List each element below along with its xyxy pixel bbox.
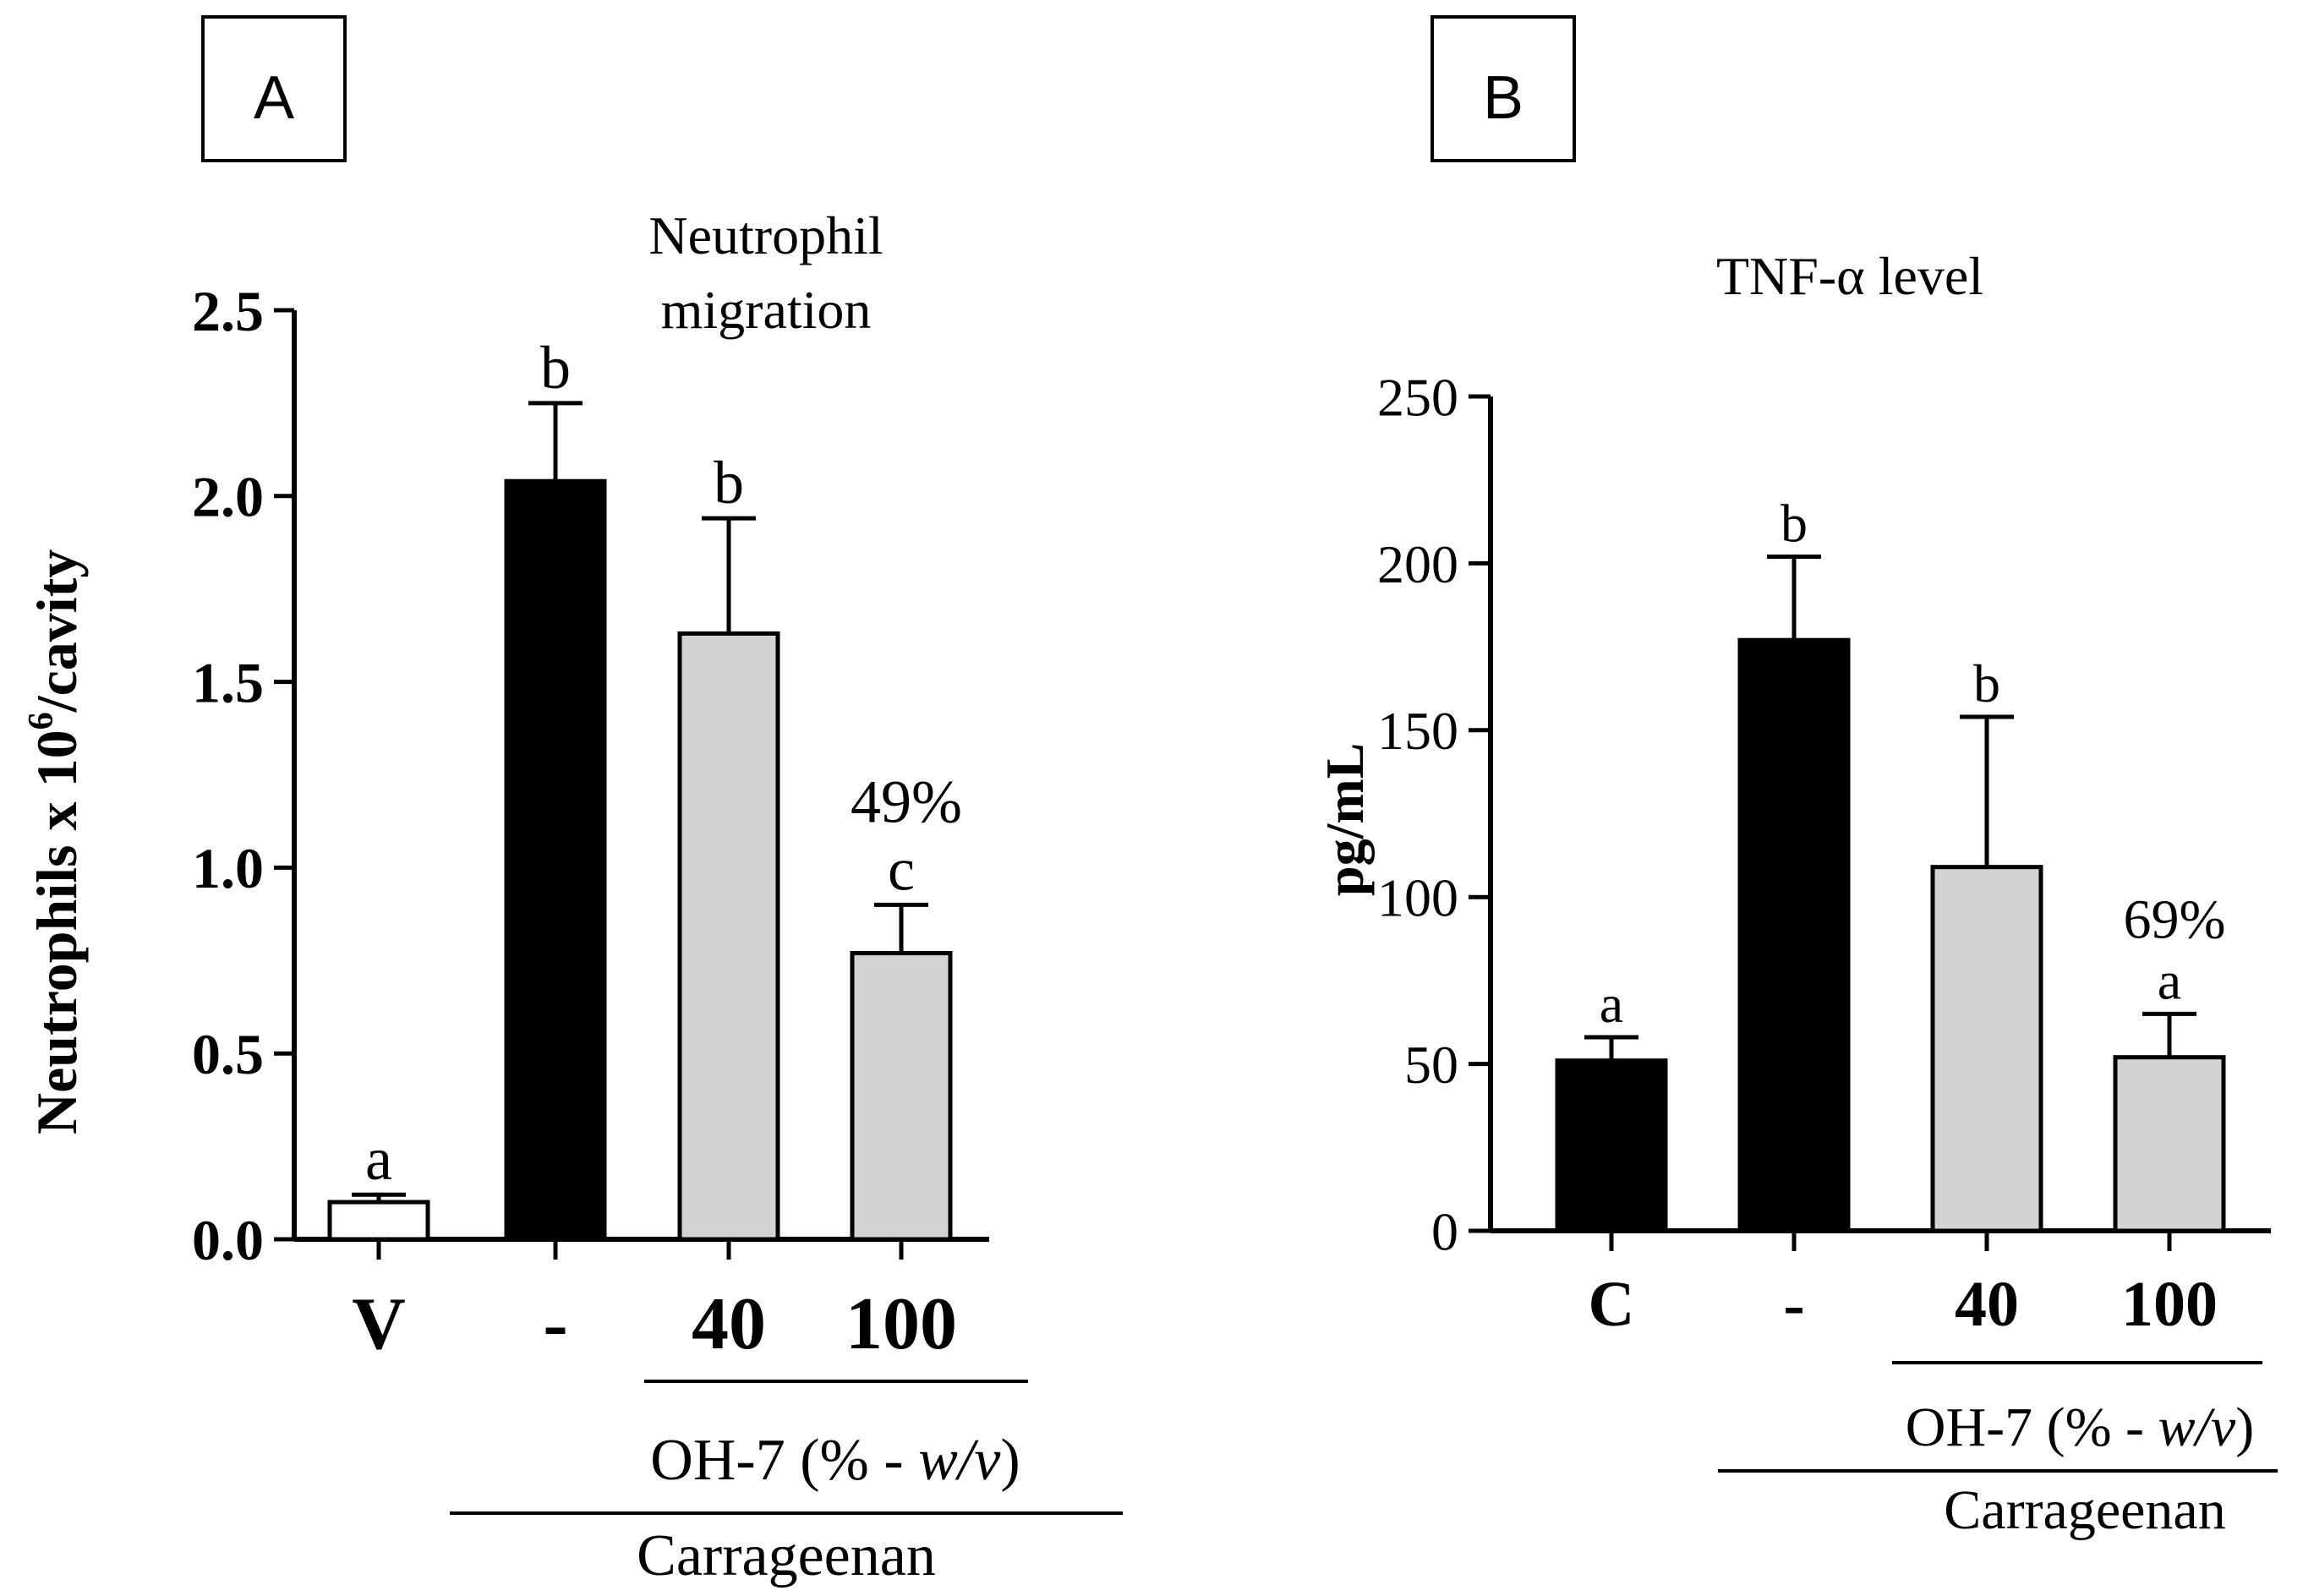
group-label-treatment: OH-7 (% - w/v) [1906,1396,2254,1458]
bar [850,951,953,1242]
significance-letter: a [1600,974,1623,1034]
y-tick-label: 250 [1377,367,1458,427]
y-tick-label: 0.5 [192,1022,264,1086]
y-tick-label: 100 [1377,868,1458,928]
y-tick-label: 2.0 [192,465,264,529]
significance-letter: a [2158,950,2181,1010]
x-tick-label: 40 [1955,1269,2019,1340]
group-label-treatment-text: OH-7 (% - [650,1428,918,1493]
y-tick-label: 50 [1404,1035,1458,1095]
chart-title-line: TNF-α level [1716,246,1983,306]
x-tick-label: C [1589,1269,1635,1340]
chart-title-line: Neutrophil [648,205,883,265]
panel-b: B TNF-α level 0 50 100 150 200 250 pg/mL Ca - b 40 b… [1315,15,2278,1541]
group-label-carrageenan: Carrageenan [1944,1479,2225,1541]
x-tick-label: V [352,1283,406,1365]
y-axis-label-main: pg/mL [1315,743,1375,896]
inhibition-percent: 49% [851,768,962,835]
y-tick-label: 1.5 [192,650,264,714]
significance-letter: b [714,449,744,517]
bar [1555,1058,1668,1233]
panel-a-label-box [201,15,347,162]
bar [504,478,607,1242]
significance-letter: b [1973,653,2000,713]
chart-title-line: migration [661,280,872,340]
significance-letter: a [365,1125,392,1193]
group-label-treatment-text: OH-7 (% - [1906,1396,2158,1458]
y-axis-label-superscript: 6 [21,712,61,730]
x-tick-label: - [543,1283,567,1365]
group-label-carrageenan: Carrageenan [637,1523,936,1588]
y-tick-label: 0.0 [192,1208,264,1272]
group-label-treatment-close: ) [2235,1396,2254,1458]
x-tick-label: 100 [2121,1269,2218,1340]
bar [1737,637,1851,1233]
y-tick-label: 0 [1431,1201,1458,1261]
group-label-treatment-unit: w/v [2158,1396,2236,1458]
panel-b-label: B [1483,64,1523,132]
y-tick-label: 200 [1377,534,1458,594]
y-axis-label-tail: /cavity [25,549,89,713]
inhibition-percent: 69% [2124,888,2226,950]
x-tick-label: 100 [845,1283,957,1365]
significance-letter: b [1781,494,1808,554]
x-tick-label: - [1783,1269,1804,1340]
y-tick-label: 150 [1377,701,1458,761]
y-axis-label: Neutrophils x 106/cavity [21,549,89,1134]
group-label-treatment: OH-7 (% - w/v) [650,1428,1020,1493]
bar [2113,1055,2226,1233]
significance-letter: b [540,334,571,402]
panel-a-label: A [254,64,294,132]
bar [1930,865,2043,1233]
y-tick-label: 1.0 [192,836,264,900]
group-label-treatment-close: ) [1000,1428,1020,1493]
panel-a: A Neutrophil migration 0.0 0.5 1.0 1.5 2.0 2.5 N… [21,15,1123,1588]
y-tick-label: 2.5 [192,279,264,343]
significance-letter: c [888,835,915,903]
bar [677,631,780,1242]
group-label-treatment-unit: w/v [918,1428,1001,1493]
bar [327,1200,430,1242]
y-axis-label-main: Neutrophils x 10 [25,730,89,1134]
x-tick-label: 40 [692,1283,766,1365]
panel-b-label-box [1430,15,1576,162]
y-axis-label: pg/mL [1315,743,1375,896]
